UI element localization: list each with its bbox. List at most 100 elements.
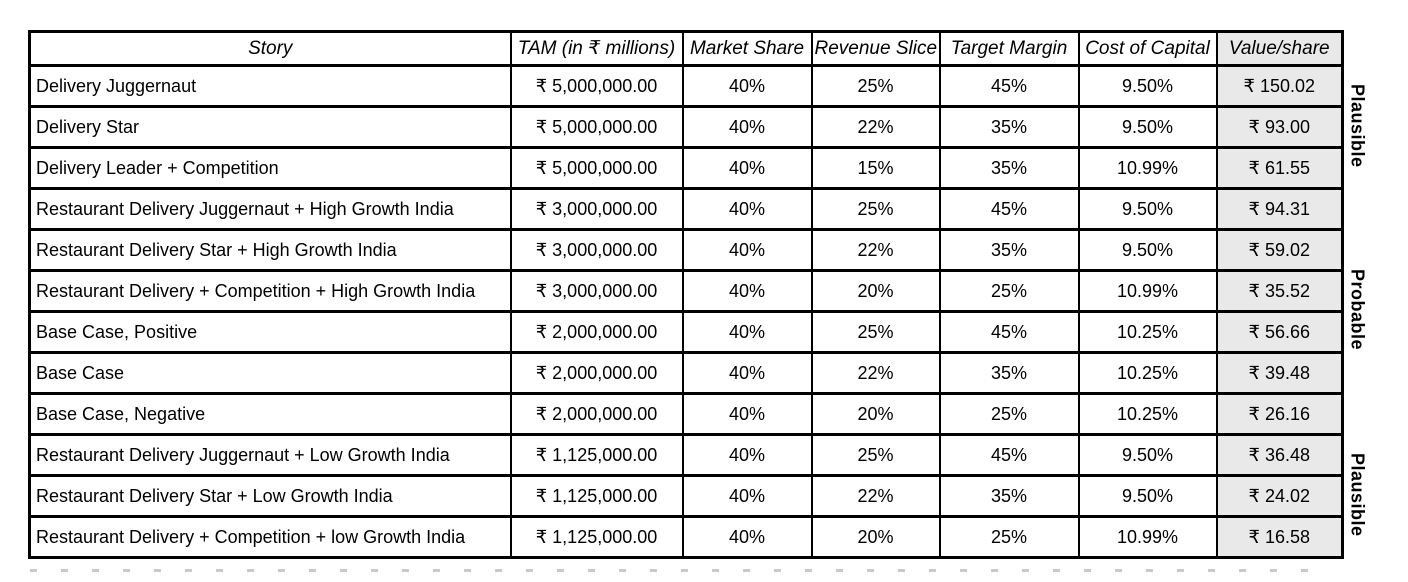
cost-of-capital-cell: 9.50% bbox=[1077, 433, 1218, 477]
value-per-share-cell: ₹ 93.00 bbox=[1215, 105, 1344, 149]
target-margin-cell: 45% bbox=[938, 433, 1080, 477]
target-margin-cell: 35% bbox=[938, 228, 1080, 272]
revenue-slice-cell: 25% bbox=[810, 310, 941, 354]
story-cell: Base Case bbox=[28, 351, 512, 395]
story-cell: Base Case, Positive bbox=[28, 310, 512, 354]
revenue-slice-cell: 20% bbox=[810, 269, 941, 313]
revenue-slice-cell: 20% bbox=[810, 392, 941, 436]
target-margin-cell: 45% bbox=[938, 310, 1080, 354]
cost-of-capital-cell: 10.99% bbox=[1077, 269, 1218, 313]
cost-of-capital-cell: 9.50% bbox=[1077, 474, 1218, 518]
market-share-cell: 40% bbox=[681, 105, 813, 149]
target-margin-cell: 35% bbox=[938, 351, 1080, 395]
tam-cell: ₹ 2,000,000.00 bbox=[509, 310, 684, 354]
table-row: Restaurant Delivery Juggernaut + High Gr… bbox=[28, 187, 1344, 231]
revenue-slice-cell: 22% bbox=[810, 228, 941, 272]
market-share-cell: 40% bbox=[681, 515, 813, 559]
market-share-cell: 40% bbox=[681, 392, 813, 436]
tam-cell: ₹ 1,125,000.00 bbox=[509, 474, 684, 518]
value-per-share-cell: ₹ 39.48 bbox=[1215, 351, 1344, 395]
tam-cell: ₹ 5,000,000.00 bbox=[509, 146, 684, 190]
target-margin-cell: 25% bbox=[938, 269, 1080, 313]
tam-cell: ₹ 1,125,000.00 bbox=[509, 515, 684, 559]
tam-cell: ₹ 3,000,000.00 bbox=[509, 269, 684, 313]
target-margin-cell: 45% bbox=[938, 64, 1080, 108]
revenue-slice-cell: 22% bbox=[810, 351, 941, 395]
value-per-share-cell: ₹ 26.16 bbox=[1215, 392, 1344, 436]
table-row: Delivery Juggernaut ₹ 5,000,000.00 40% 2… bbox=[28, 64, 1344, 108]
story-cell: Delivery Star bbox=[28, 105, 512, 149]
cost-of-capital-cell: 9.50% bbox=[1077, 228, 1218, 272]
table-row: Restaurant Delivery + Competition + High… bbox=[28, 269, 1344, 313]
revenue-slice-cell: 20% bbox=[810, 515, 941, 559]
table-row: Base Case, Positive ₹ 2,000,000.00 40% 2… bbox=[28, 310, 1344, 354]
target-margin-cell: 25% bbox=[938, 392, 1080, 436]
column-header-story: Story bbox=[28, 30, 512, 67]
table-row: Restaurant Delivery Star + Low Growth In… bbox=[28, 474, 1344, 518]
market-share-cell: 40% bbox=[681, 187, 813, 231]
column-header-tam: TAM (in ₹ millions) bbox=[509, 30, 684, 67]
value-per-share-cell: ₹ 61.55 bbox=[1215, 146, 1344, 190]
market-share-cell: 40% bbox=[681, 64, 813, 108]
value-per-share-cell: ₹ 16.58 bbox=[1215, 515, 1344, 559]
table-row: Restaurant Delivery + Competition + low … bbox=[28, 515, 1344, 559]
revenue-slice-cell: 22% bbox=[810, 474, 941, 518]
group-label-plausible-top: Plausible bbox=[1347, 83, 1368, 168]
target-margin-cell: 25% bbox=[938, 515, 1080, 559]
table-row: Base Case, Negative ₹ 2,000,000.00 40% 2… bbox=[28, 392, 1344, 436]
story-cell: Restaurant Delivery Juggernaut + Low Gro… bbox=[28, 433, 512, 477]
tam-cell: ₹ 5,000,000.00 bbox=[509, 64, 684, 108]
cost-of-capital-cell: 9.50% bbox=[1077, 105, 1218, 149]
market-share-cell: 40% bbox=[681, 433, 813, 477]
cost-of-capital-cell: 9.50% bbox=[1077, 64, 1218, 108]
market-share-cell: 40% bbox=[681, 228, 813, 272]
target-margin-cell: 35% bbox=[938, 105, 1080, 149]
market-share-cell: 40% bbox=[681, 351, 813, 395]
tam-cell: ₹ 1,125,000.00 bbox=[509, 433, 684, 477]
header-row: Story TAM (in ₹ millions) Market Share R… bbox=[28, 30, 1344, 67]
cost-of-capital-cell: 10.25% bbox=[1077, 351, 1218, 395]
market-share-cell: 40% bbox=[681, 146, 813, 190]
market-share-cell: 40% bbox=[681, 310, 813, 354]
story-cell: Restaurant Delivery Star + Low Growth In… bbox=[28, 474, 512, 518]
column-header-target-margin: Target Margin bbox=[938, 30, 1080, 67]
value-per-share-cell: ₹ 24.02 bbox=[1215, 474, 1344, 518]
tam-cell: ₹ 2,000,000.00 bbox=[509, 351, 684, 395]
market-share-cell: 40% bbox=[681, 269, 813, 313]
story-cell: Restaurant Delivery Juggernaut + High Gr… bbox=[28, 187, 512, 231]
target-margin-cell: 45% bbox=[938, 187, 1080, 231]
cost-of-capital-cell: 10.99% bbox=[1077, 515, 1218, 559]
value-per-share-cell: ₹ 59.02 bbox=[1215, 228, 1344, 272]
table-row: Delivery Leader + Competition ₹ 5,000,00… bbox=[28, 146, 1344, 190]
cost-of-capital-cell: 9.50% bbox=[1077, 187, 1218, 231]
tam-cell: ₹ 2,000,000.00 bbox=[509, 392, 684, 436]
value-per-share-cell: ₹ 94.31 bbox=[1215, 187, 1344, 231]
column-header-cost-of-capital: Cost of Capital bbox=[1077, 30, 1218, 67]
revenue-slice-cell: 15% bbox=[810, 146, 941, 190]
cost-of-capital-cell: 10.25% bbox=[1077, 310, 1218, 354]
value-per-share-cell: ₹ 35.52 bbox=[1215, 269, 1344, 313]
target-margin-cell: 35% bbox=[938, 474, 1080, 518]
cost-of-capital-cell: 10.25% bbox=[1077, 392, 1218, 436]
value-per-share-cell: ₹ 56.66 bbox=[1215, 310, 1344, 354]
tam-cell: ₹ 3,000,000.00 bbox=[509, 187, 684, 231]
group-label-probable: Probable bbox=[1347, 269, 1368, 351]
table-row: Base Case ₹ 2,000,000.00 40% 22% 35% 10.… bbox=[28, 351, 1344, 395]
group-label-plausible-bottom: Plausible bbox=[1347, 452, 1368, 537]
story-cell: Restaurant Delivery Star + High Growth I… bbox=[28, 228, 512, 272]
tam-cell: ₹ 3,000,000.00 bbox=[509, 228, 684, 272]
table-row: Restaurant Delivery Star + High Growth I… bbox=[28, 228, 1344, 272]
tam-cell: ₹ 5,000,000.00 bbox=[509, 105, 684, 149]
column-header-value-per-share: Value/share bbox=[1215, 30, 1344, 67]
story-cell: Restaurant Delivery + Competition + High… bbox=[28, 269, 512, 313]
table-row: Restaurant Delivery Juggernaut + Low Gro… bbox=[28, 433, 1344, 477]
story-cell: Delivery Leader + Competition bbox=[28, 146, 512, 190]
value-per-share-cell: ₹ 150.02 bbox=[1215, 64, 1344, 108]
table-row: Delivery Star ₹ 5,000,000.00 40% 22% 35%… bbox=[28, 105, 1344, 149]
value-per-share-cell: ₹ 36.48 bbox=[1215, 433, 1344, 477]
revenue-slice-cell: 25% bbox=[810, 64, 941, 108]
valuation-scenarios-table: Story TAM (in ₹ millions) Market Share R… bbox=[28, 30, 1344, 559]
page-break-dashes bbox=[30, 569, 1332, 572]
story-cell: Restaurant Delivery + Competition + low … bbox=[28, 515, 512, 559]
